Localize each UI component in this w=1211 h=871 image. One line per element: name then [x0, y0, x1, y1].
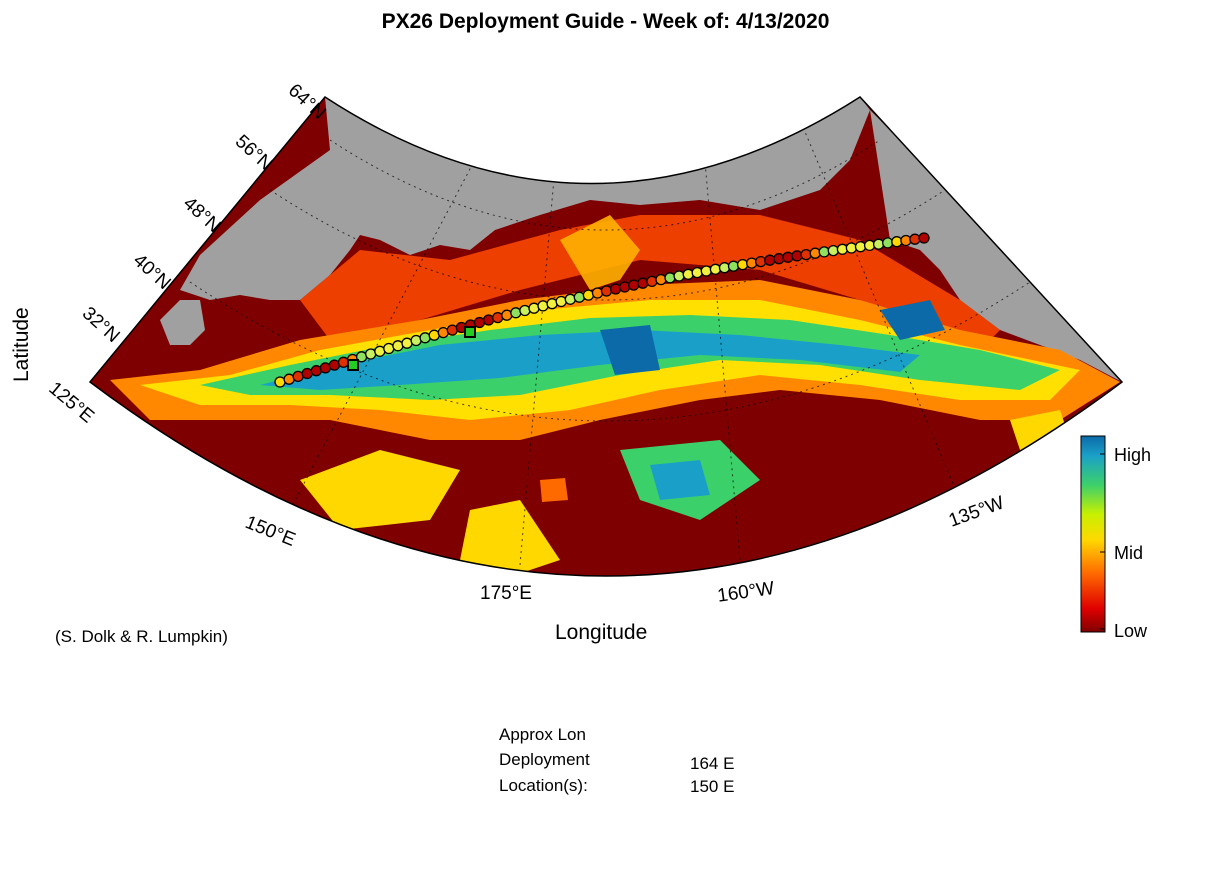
transect-point — [909, 233, 921, 245]
deployment-location-1: 164 E — [690, 754, 735, 773]
transect-point — [519, 304, 531, 317]
credit-text: (S. Dolk & R. Lumpkin) — [55, 627, 228, 646]
transect-point — [428, 329, 440, 341]
transect-point — [546, 298, 558, 310]
transect-point — [628, 279, 640, 291]
transect-point — [383, 342, 395, 355]
lon-tick-175e: 175°E — [480, 583, 532, 604]
y-axis-label: Latitude — [10, 307, 33, 382]
transect-point — [419, 332, 431, 344]
transect-point — [809, 247, 821, 259]
transect-point — [564, 293, 576, 305]
transect-point — [791, 250, 803, 262]
transect-point — [555, 295, 567, 308]
deployment-location-2: 150 E — [690, 777, 735, 796]
transect-point — [646, 275, 658, 288]
map-title: PX26 Deployment Guide - Week of: 4/13/20… — [381, 10, 830, 33]
transect-point — [637, 277, 649, 289]
transect-point — [773, 253, 785, 265]
map-frame — [88, 96, 1124, 577]
deployment-marker-150e — [347, 359, 359, 371]
transect-point — [600, 285, 613, 297]
transect-point — [845, 242, 858, 254]
transect-point — [609, 283, 622, 295]
transect-point — [365, 348, 377, 360]
transect-point — [591, 287, 604, 299]
transect-point — [664, 272, 676, 284]
transect-point — [727, 260, 740, 272]
transect-point — [573, 291, 585, 303]
transect-point — [872, 238, 885, 250]
transect-point — [700, 265, 712, 277]
transect-point — [818, 246, 830, 258]
transect-point — [827, 244, 839, 257]
transect-point — [709, 263, 722, 275]
transect-point — [736, 258, 749, 271]
transect-point — [891, 236, 903, 248]
deployment-header: Approx Lon — [499, 725, 586, 744]
transect-point — [918, 232, 930, 244]
transect-point — [510, 307, 522, 319]
transect-point — [836, 243, 849, 255]
transect-point — [782, 251, 794, 263]
transect-point — [718, 262, 731, 274]
transect-point — [854, 241, 867, 253]
transect-point — [492, 311, 504, 324]
deployment-label-line2: Location(s): — [499, 776, 588, 795]
transect-point — [900, 234, 912, 247]
colorbar-label-low: Low — [1114, 621, 1148, 641]
transect-point — [764, 254, 776, 266]
transect-point — [800, 248, 812, 261]
transect-point — [401, 337, 413, 349]
transect-point — [746, 257, 758, 269]
deployment-marker-164e — [464, 326, 476, 338]
x-axis-label: Longitude — [555, 621, 648, 644]
transect-point — [655, 273, 667, 286]
transect-point — [682, 268, 694, 280]
transect-point — [582, 289, 595, 301]
transect-point — [482, 314, 495, 326]
colorbar — [1080, 435, 1106, 633]
deployment-label-line1: Deployment — [499, 750, 590, 769]
transect-point — [673, 270, 685, 282]
transect-point — [537, 300, 549, 312]
land-japan — [160, 300, 205, 345]
transect-point — [691, 266, 703, 279]
transect-point — [392, 340, 404, 352]
transect-point — [882, 237, 894, 249]
map-data-field — [90, 97, 1122, 576]
px26-transect — [274, 232, 930, 388]
transect-point — [755, 255, 767, 268]
colorbar-label-mid: Mid — [1114, 543, 1144, 563]
transect-point — [619, 281, 631, 293]
colorbar-label-high: High — [1114, 445, 1152, 465]
transect-point — [446, 324, 458, 336]
